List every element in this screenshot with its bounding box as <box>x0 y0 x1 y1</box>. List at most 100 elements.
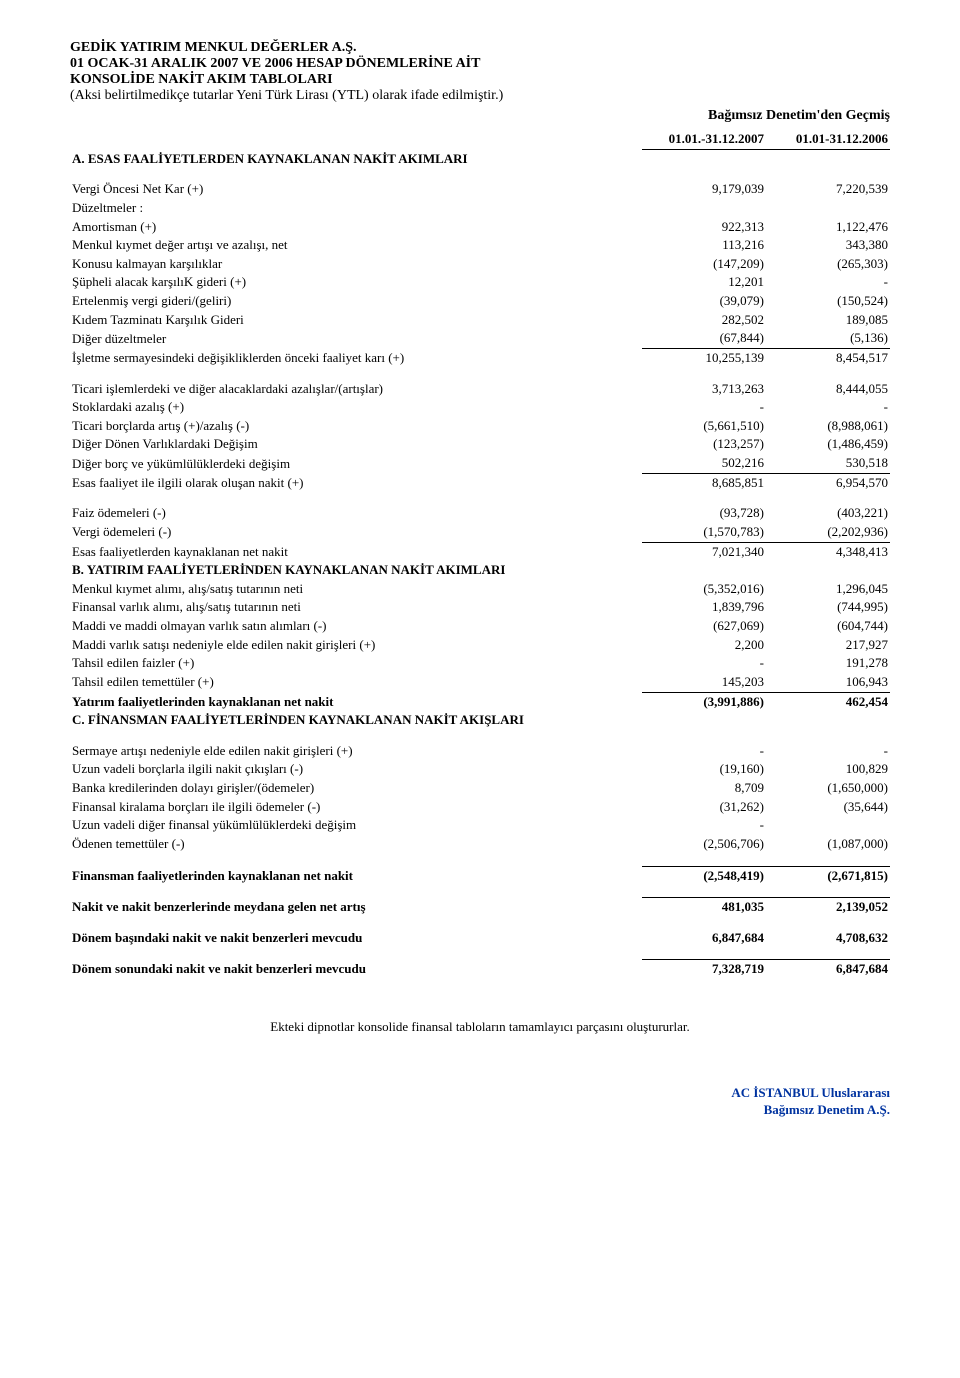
cell: (2,202,936) <box>766 523 890 542</box>
row-label: Şüpheli alacak karşılıK gideri (+) <box>70 273 642 292</box>
cell: (3,991,886) <box>642 692 766 711</box>
row-subtotal: İşletme sermayesindeki değişikliklerden … <box>70 348 890 367</box>
row-label: Esas faaliyetlerden kaynaklanan net naki… <box>70 542 642 561</box>
row: Ticari borçlarda artış (+)/azalış (-) (5… <box>70 417 890 436</box>
row-label: Maddi ve maddi olmayan varlık satın alım… <box>70 617 642 636</box>
row: Stoklardaki azalış (+) - - <box>70 398 890 417</box>
row: Menkul kıymet değer artışı ve azalışı, n… <box>70 236 890 255</box>
row-label: Vergi ödemeleri (-) <box>70 523 642 542</box>
cell: (1,650,000) <box>766 779 890 798</box>
cell: (67,844) <box>642 329 766 348</box>
row: Konusu kalmayan karşılıklar (147,209) (2… <box>70 255 890 274</box>
row: Menkul kıymet alımı, alış/satış tutarını… <box>70 580 890 599</box>
row: Sermaye artışı nedeniyle elde edilen nak… <box>70 742 890 761</box>
row-label: Uzun vadeli diğer finansal yükümlülükler… <box>70 816 642 835</box>
cell: 7,021,340 <box>642 542 766 561</box>
cell: (1,486,459) <box>766 435 890 454</box>
row-label: Maddi varlık satışı nedeniyle elde edile… <box>70 636 642 655</box>
row-label: Diğer düzeltmeler <box>70 329 642 348</box>
cell <box>766 816 890 835</box>
cell: 8,454,517 <box>766 348 890 367</box>
cell: 113,216 <box>642 236 766 255</box>
row-section-total: Finansman faaliyetlerinden kaynaklanan n… <box>70 866 890 885</box>
cell: (2,506,706) <box>642 835 766 854</box>
cell: 4,708,632 <box>766 929 890 948</box>
row-label: Ticari işlemlerdeki ve diğer alacaklarda… <box>70 380 642 399</box>
cell: 2,200 <box>642 636 766 655</box>
cashflow-table: 01.01.-31.12.2007 01.01-31.12.2006 A. ES… <box>70 130 890 979</box>
cell: 8,444,055 <box>766 380 890 399</box>
row-label: Konusu kalmayan karşılıklar <box>70 255 642 274</box>
row: Diğer düzeltmeler (67,844) (5,136) <box>70 329 890 348</box>
company-name: GEDİK YATIRIM MENKUL DEĞERLER A.Ş. <box>70 40 890 56</box>
row: Diğer borç ve yükümlülüklerdeki değişim … <box>70 454 890 473</box>
cell: 6,954,570 <box>766 473 890 492</box>
column-header-row: 01.01.-31.12.2007 01.01-31.12.2006 <box>70 130 890 149</box>
row: Maddi varlık satışı nedeniyle elde edile… <box>70 636 890 655</box>
row: Maddi ve maddi olmayan varlık satın alım… <box>70 617 890 636</box>
row-label: Banka kredilerinden dolayı girişler/(öde… <box>70 779 642 798</box>
cell: (5,136) <box>766 329 890 348</box>
cell: 481,035 <box>642 898 766 917</box>
auditor-line-1: AC İSTANBUL Uluslararası <box>731 1085 890 1100</box>
row: Vergi Öncesi Net Kar (+) 9,179,039 7,220… <box>70 180 890 199</box>
cell: (1,570,783) <box>642 523 766 542</box>
cell: 4,348,413 <box>766 542 890 561</box>
cell: 7,328,719 <box>642 960 766 979</box>
row-section-total: Esas faaliyetlerden kaynaklanan net naki… <box>70 542 890 561</box>
row-label: Sermaye artışı nedeniyle elde edilen nak… <box>70 742 642 761</box>
cell: 7,220,539 <box>766 180 890 199</box>
section-a-title: A. ESAS FAALİYETLERDEN KAYNAKLANAN NAKİT… <box>70 149 890 168</box>
cell: 343,380 <box>766 236 890 255</box>
row: Düzeltmeler : <box>70 199 890 218</box>
section-b-title: B. YATIRIM FAALİYETLERİNDEN KAYNAKLANAN … <box>70 561 890 580</box>
row-label: Dönem sonundaki nakit ve nakit benzerler… <box>70 960 642 979</box>
row: Finansal kiralama borçları ile ilgili öd… <box>70 798 890 817</box>
cell: 106,943 <box>766 673 890 692</box>
row: Banka kredilerinden dolayı girişler/(öde… <box>70 779 890 798</box>
document-header: GEDİK YATIRIM MENKUL DEĞERLER A.Ş. 01 OC… <box>70 40 890 124</box>
row: Ödenen temettüler (-) (2,506,706) (1,087… <box>70 835 890 854</box>
row-section-total: Yatırım faaliyetlerinden kaynaklanan net… <box>70 692 890 711</box>
cell: - <box>766 398 890 417</box>
row: Finansal varlık alımı, alış/satış tutarı… <box>70 598 890 617</box>
row: Vergi ödemeleri (-) (1,570,783) (2,202,9… <box>70 523 890 542</box>
cell: 6,847,684 <box>642 929 766 948</box>
cell: - <box>642 816 766 835</box>
col-period-2: 01.01-31.12.2006 <box>766 130 890 149</box>
row-opening-cash: Dönem başındaki nakit ve nakit benzerler… <box>70 929 890 948</box>
row: Uzun vadeli borçlarla ilgili nakit çıkış… <box>70 760 890 779</box>
row-label: Yatırım faaliyetlerinden kaynaklanan net… <box>70 692 642 711</box>
cell: 530,518 <box>766 454 890 473</box>
row: Ticari işlemlerdeki ve diğer alacaklarda… <box>70 380 890 399</box>
row-label: Nakit ve nakit benzerlerinde meydana gel… <box>70 898 642 917</box>
cell: (744,995) <box>766 598 890 617</box>
cell: 462,454 <box>766 692 890 711</box>
row-label: Uzun vadeli borçlarla ilgili nakit çıkış… <box>70 760 642 779</box>
cell: (2,671,815) <box>766 866 890 885</box>
row-label: Diğer borç ve yükümlülüklerdeki değişim <box>70 454 642 473</box>
footer-note: Ekteki dipnotlar konsolide finansal tabl… <box>70 1019 890 1035</box>
cell: (265,303) <box>766 255 890 274</box>
cell: 1,122,476 <box>766 218 890 237</box>
cell: - <box>766 273 890 292</box>
row-label: Menkul kıymet değer artışı ve azalışı, n… <box>70 236 642 255</box>
cell: - <box>642 742 766 761</box>
row-label: Ertelenmiş vergi gideri/(geliri) <box>70 292 642 311</box>
row-label: Stoklardaki azalış (+) <box>70 398 642 417</box>
row: Uzun vadeli diğer finansal yükümlülükler… <box>70 816 890 835</box>
cell: (5,661,510) <box>642 417 766 436</box>
section-c-title: C. FİNANSMAN FAALİYETLERİNDEN KAYNAKLANA… <box>70 711 890 730</box>
cell: (147,209) <box>642 255 766 274</box>
cell: 6,847,684 <box>766 960 890 979</box>
cell: 12,201 <box>642 273 766 292</box>
row-label: İşletme sermayesindeki değişikliklerden … <box>70 348 642 367</box>
cell: (123,257) <box>642 435 766 454</box>
row-label: Diğer Dönen Varlıklardaki Değişim <box>70 435 642 454</box>
cell: 9,179,039 <box>642 180 766 199</box>
row-label: Amortisman (+) <box>70 218 642 237</box>
cell: 3,713,263 <box>642 380 766 399</box>
cell: (150,524) <box>766 292 890 311</box>
row: Tahsil edilen faizler (+) - 191,278 <box>70 654 890 673</box>
cell: 1,839,796 <box>642 598 766 617</box>
